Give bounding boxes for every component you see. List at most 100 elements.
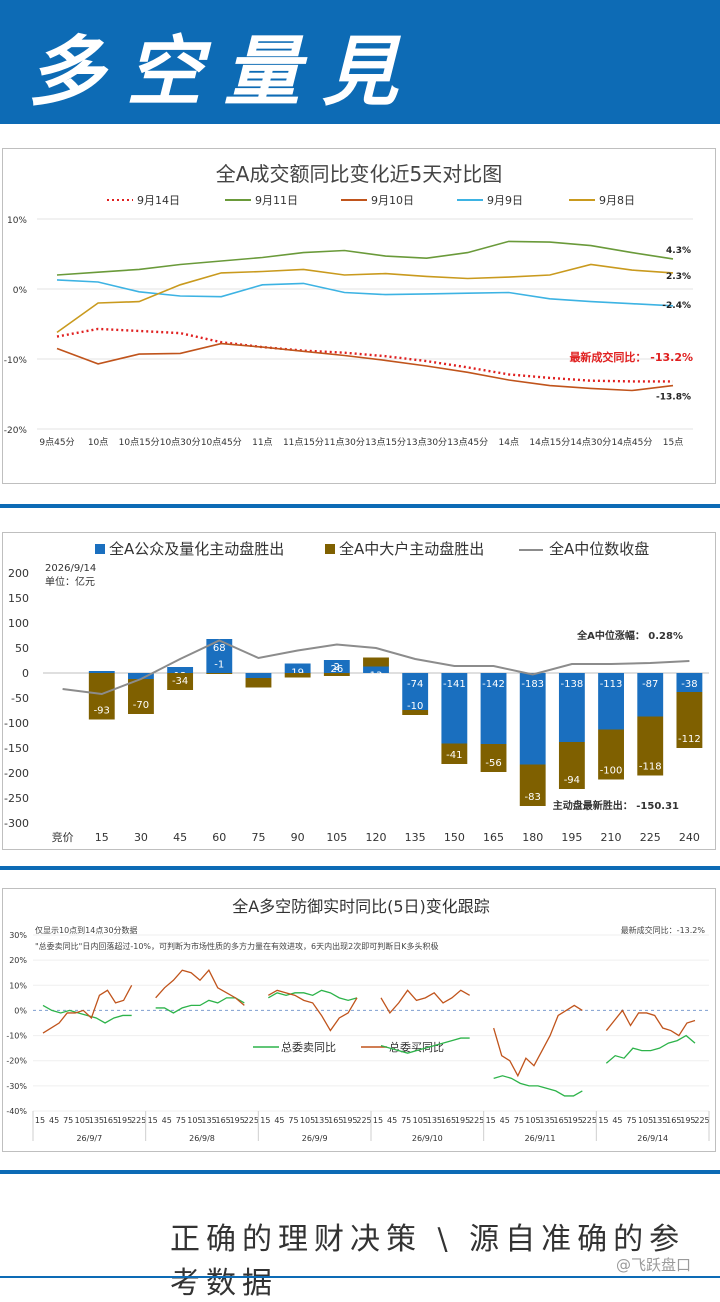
divider <box>0 866 720 870</box>
x-tick-label: 135 <box>89 1116 104 1125</box>
bar-big-holder-label: -34 <box>172 676 188 687</box>
x-tick-label: 45 <box>612 1116 622 1125</box>
bar-public-quant-label: -142 <box>482 679 505 690</box>
chart-title: 全A成交额同比变化近5天对比图 <box>216 162 502 186</box>
legend-swatch <box>325 544 335 554</box>
legend-label: 全A公众及量化主动盘胜出 <box>109 540 284 558</box>
bar-big-holder <box>402 710 429 715</box>
bar-public-quant <box>676 673 703 692</box>
bar-big-holder <box>637 716 664 776</box>
bar-big-holder-label: 2 <box>334 662 340 673</box>
y-tick-label: -100 <box>4 717 29 730</box>
sell-series-line <box>605 1034 696 1064</box>
day-label: 26/9/11 <box>525 1134 556 1143</box>
x-tick-label: 180 <box>522 831 543 844</box>
y-tick-label: -200 <box>4 767 29 780</box>
end-value-label: 2.3% <box>666 272 691 282</box>
series-line <box>56 342 674 392</box>
x-tick-label: 225 <box>131 1116 146 1125</box>
sell-series-line <box>42 1004 132 1024</box>
latest-annotation: 最新成交同比： -13.2% <box>569 350 693 364</box>
buy-series-line <box>268 989 358 1032</box>
buy-series-line <box>493 1004 583 1078</box>
bar-public-quant <box>441 673 468 744</box>
bar-public-quant <box>128 673 154 679</box>
x-tick-label: 225 <box>356 1116 371 1125</box>
bar-big-holder-label: -10 <box>407 701 423 712</box>
x-tick-label: 135 <box>201 1116 216 1125</box>
sell-series-line <box>155 997 245 1014</box>
sell-series-line <box>493 1075 583 1097</box>
legend-label: 9月8日 <box>599 194 635 207</box>
bar-big-holder <box>480 744 507 772</box>
x-tick-label: 105 <box>326 831 347 844</box>
x-tick-label: 45 <box>173 831 187 844</box>
chart-title: 全A多空防御实时同比(5日)变化跟踪 <box>232 897 490 916</box>
bar-big-holder-label: -94 <box>564 775 580 786</box>
x-tick-label: 165 <box>441 1116 456 1125</box>
day-label: 26/9/14 <box>637 1134 668 1143</box>
x-tick-label: 165 <box>216 1116 231 1125</box>
x-tick-label: 195 <box>561 831 582 844</box>
legend-label: 全A中位数收盘 <box>549 540 649 558</box>
chart-panel-defense: 全A多空防御实时同比(5日)变化跟踪 仅显示10点到14点30分数据 "总委卖同比"… <box>2 888 716 1152</box>
x-tick-label: 11点30分 <box>324 437 365 448</box>
x-tick-label: 10点30分 <box>160 437 201 448</box>
bar-big-holder <box>128 679 154 714</box>
buy-series-line <box>605 1009 696 1037</box>
sell-series-line <box>380 1037 470 1054</box>
sell-series-line <box>268 989 358 1002</box>
x-tick-label: 165 <box>483 831 504 844</box>
bar-public-quant <box>88 671 115 673</box>
x-tick-label: 210 <box>601 831 622 844</box>
x-tick-label: 14点15分 <box>529 437 570 448</box>
x-tick-label: 15 <box>486 1116 496 1125</box>
bar-public-quant-label: -183 <box>521 679 544 690</box>
legend-label: 9月11日 <box>255 194 298 207</box>
y-tick-label: 100 <box>8 617 29 630</box>
x-tick-label: 135 <box>427 1116 442 1125</box>
bar-public-quant <box>558 673 585 742</box>
bar-public-quant-label: 13 <box>370 671 383 682</box>
bar-public-quant <box>598 673 624 730</box>
x-tick-label: 195 <box>117 1116 132 1125</box>
bar-public-quant-label: -113 <box>600 679 623 690</box>
bar-big-holder <box>284 673 311 678</box>
x-tick-label: 75 <box>176 1116 186 1125</box>
buy-series-line <box>155 969 245 1006</box>
bar-public-quant <box>245 673 272 678</box>
x-tick-label: 225 <box>582 1116 597 1125</box>
x-tick-label: 165 <box>554 1116 569 1125</box>
legend-label: 全A中大户主动盘胜出 <box>339 540 484 558</box>
divider <box>0 1276 720 1278</box>
end-value-label: -2.4% <box>662 301 691 311</box>
legend-label: 9月14日 <box>137 194 180 207</box>
x-tick-label: 105 <box>413 1116 428 1125</box>
x-tick-label: 10点15分 <box>119 437 160 448</box>
legend-label: 9月9日 <box>487 194 523 207</box>
x-tick-label: 13点30分 <box>406 437 447 448</box>
x-tick-label: 14点30分 <box>570 437 611 448</box>
bar-public-quant-label: 26 <box>330 664 343 675</box>
bar-big-holder-label: -118 <box>639 762 662 773</box>
app-header: 多空量見 <box>0 0 720 124</box>
y-tick-label: -10% <box>6 1032 27 1041</box>
bar-big-holder-label: -93 <box>94 706 110 717</box>
quote-label: "总委卖同比"日内回落超过-10%，可判断为市场性质的多方力量在有效进攻，6天内… <box>35 941 438 951</box>
x-tick-label: 75 <box>514 1116 524 1125</box>
bar-big-holder <box>245 678 272 688</box>
x-tick-label: 15 <box>95 831 109 844</box>
x-tick-label: 225 <box>640 831 661 844</box>
bar-big-holder <box>323 673 350 676</box>
x-tick-label: 165 <box>103 1116 118 1125</box>
bar-big-holder-label: -100 <box>600 766 623 777</box>
x-tick-label: 45 <box>274 1116 284 1125</box>
x-tick-label: 195 <box>680 1116 695 1125</box>
bar-big-holder-label: -1 <box>214 660 224 671</box>
y-tick-label: -50 <box>11 692 29 705</box>
x-tick-label: 9点45分 <box>39 437 74 448</box>
y-tick-label: 50 <box>15 642 29 655</box>
bar-big-holder <box>363 657 389 667</box>
x-tick-label: 14点 <box>499 437 519 448</box>
